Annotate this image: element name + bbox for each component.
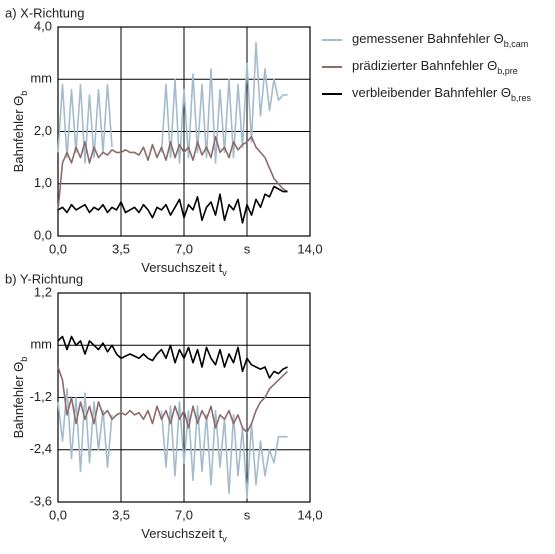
legend-label-main: verbleibender Bahnfehler Θ (352, 85, 511, 100)
y-tick-label: 0,0 (34, 227, 52, 242)
y-axis-label-main: Bahnfehler Θ (11, 96, 26, 173)
legend-label: gemessener Bahnfehler Θb,cam (352, 31, 528, 49)
x-tick-label: 7,0 (175, 241, 193, 256)
x-tick-label: 3,5 (112, 241, 130, 256)
data-line (57, 366, 289, 434)
y-tick-label: mm (30, 71, 52, 86)
x-axis-label: Versuchszeit tv (141, 260, 227, 278)
plot-frame (57, 26, 311, 237)
x-tick-label: 0,0 (49, 507, 67, 522)
legend-label: prädizierter Bahnfehler Θb,pre (352, 58, 518, 76)
legend-label-sub: b,res (511, 93, 532, 103)
y-tick-label: -2,4 (30, 441, 52, 456)
x-axis-label-main: Versuchszeit t (141, 526, 222, 541)
plot-frame (57, 292, 311, 503)
x-axis-label-sub: v (222, 534, 227, 544)
x-tick-label: 14,0 (297, 241, 322, 256)
data-line (57, 335, 288, 379)
legend-label-sub: b,pre (497, 66, 518, 76)
chart-title: b) Y-Richtung (5, 271, 83, 286)
x-axis-label: Versuchszeit tv (141, 526, 227, 544)
y-tick-label: 4,0 (34, 18, 52, 33)
y-axis-label-main: Bahnfehler Θ (11, 362, 26, 439)
x-tick-label: s (244, 507, 251, 522)
x-axis-label-main: Versuchszeit t (141, 260, 222, 275)
x-tick-label: 7,0 (175, 507, 193, 522)
data-line (57, 135, 288, 210)
data-line (57, 185, 288, 224)
x-tick-label: 14,0 (297, 507, 322, 522)
x-axis-label-sub: v (222, 268, 227, 278)
legend-label: verbleibender Bahnfehler Θb,res (352, 85, 532, 103)
x-tick-label: 0,0 (49, 241, 67, 256)
x-tick-label: s (244, 241, 251, 256)
y-tick-label: -3,6 (30, 493, 52, 508)
legend-label-main: prädizierter Bahnfehler Θ (352, 58, 497, 73)
data-line (57, 41, 288, 164)
y-tick-label: mm (30, 337, 52, 352)
data-line (57, 388, 288, 499)
y-tick-label: 1,0 (34, 175, 52, 190)
y-tick-label: 1,2 (34, 284, 52, 299)
chart-title: a) X-Richtung (5, 5, 84, 20)
y-axis-label-sub: b (19, 357, 29, 362)
y-tick-label: 2,0 (34, 123, 52, 138)
legend-label-sub: b,cam (504, 39, 529, 49)
y-axis-label: Bahnfehler Θb (11, 357, 29, 439)
y-tick-label: -1,2 (30, 389, 52, 404)
y-axis-label-sub: b (19, 91, 29, 96)
x-tick-label: 3,5 (112, 507, 130, 522)
legend-label-main: gemessener Bahnfehler Θ (352, 31, 504, 46)
y-axis-label: Bahnfehler Θb (11, 91, 29, 173)
